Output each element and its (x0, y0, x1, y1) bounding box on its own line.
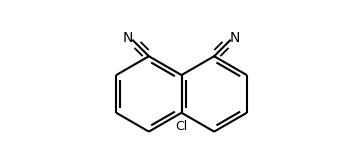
Text: N: N (123, 31, 134, 45)
Text: N: N (229, 31, 240, 45)
Text: Cl: Cl (175, 120, 188, 133)
